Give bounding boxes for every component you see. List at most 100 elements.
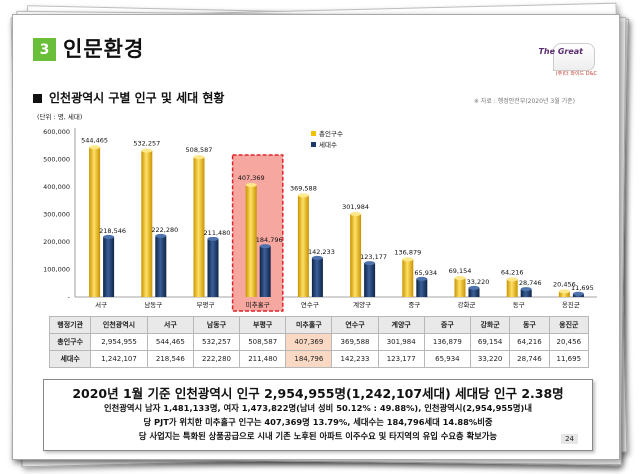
- table-header-cell: 인천광역시: [90, 316, 148, 334]
- legend-label-households: 세대수: [319, 140, 337, 149]
- bar-population: [558, 291, 570, 297]
- bar-households-cap: [364, 261, 376, 266]
- company-logo: The Great (주)더 와이드 D&C: [527, 43, 597, 79]
- x-tick-label: 미추홀구: [246, 300, 270, 309]
- data-label-population: 508,587: [186, 146, 213, 154]
- bar-households: [207, 238, 219, 297]
- data-label-population: 301,984: [342, 203, 369, 211]
- bar-population-cap: [454, 275, 466, 280]
- table-row: 세대수 1,242,107 218,546 222,280 211,480 184,796…: [48, 350, 590, 368]
- section-title: 인문환경: [63, 37, 145, 61]
- data-label-households: 218,546: [99, 227, 126, 235]
- table-header-cell: 중구: [423, 316, 471, 334]
- bar-population: [506, 279, 518, 297]
- data-label-households: 33,220: [467, 278, 490, 286]
- bar-population: [454, 277, 466, 297]
- table-cell: 136,879: [423, 333, 471, 351]
- table-cell: 211,480: [239, 350, 287, 368]
- legend-swatch-households: [311, 142, 316, 147]
- table-cell: 11,695: [548, 350, 590, 368]
- table-cell: 222,280: [192, 350, 241, 368]
- table-cell: 508,587: [239, 333, 287, 351]
- table-cell: 407,369: [285, 333, 333, 351]
- unit-label: (단위 : 명, 세대): [37, 112, 82, 121]
- bar-population-cap: [350, 211, 362, 216]
- y-tick-label: 600,000: [43, 128, 70, 136]
- table-cell: 28,746: [509, 350, 550, 368]
- logo-word: The Great: [538, 47, 583, 56]
- x-tick-label: 강화군: [458, 300, 476, 309]
- data-label-population: 69,154: [449, 267, 472, 275]
- y-tick-label: 300,000: [43, 211, 70, 219]
- bar-households: [155, 235, 167, 297]
- bar-population: [141, 150, 153, 297]
- data-label-households: 65,934: [414, 269, 437, 277]
- data-label-population: 64,216: [501, 268, 524, 276]
- summary-line: 인천광역시 남자 1,481,133명, 여자 1,473,822명(남녀 성비…: [104, 403, 532, 413]
- summary-box: 2020년 1월 기준 인천광역시 인구 2,954,955명(1,242,10…: [43, 379, 593, 451]
- table-cell: 20,456: [548, 333, 590, 351]
- bar-population-cap: [245, 182, 257, 187]
- table-cell: 369,588: [331, 333, 379, 351]
- y-tick-label: -: [68, 293, 71, 301]
- bar-population-cap: [141, 148, 153, 153]
- bar-households-cap: [155, 233, 167, 238]
- bar-population: [89, 147, 101, 297]
- data-label-households: 123,177: [360, 253, 387, 261]
- data-label-households: 222,280: [151, 226, 178, 234]
- data-label-households: 28,746: [519, 279, 542, 287]
- logo-caption: (주)더 와이드 D&C: [555, 71, 597, 77]
- bar-households: [311, 257, 323, 297]
- subtitle-bullet: [33, 94, 42, 103]
- bar-population-cap: [193, 155, 205, 160]
- legend-swatch-population: [311, 131, 316, 136]
- table-header-cell: 남동구: [192, 316, 241, 334]
- bar-households-cap: [416, 276, 428, 281]
- bar-households-cap: [572, 291, 584, 296]
- table-cell: 2,954,955: [90, 333, 148, 351]
- bar-population: [402, 259, 414, 297]
- table-header-cell: 동구: [509, 316, 550, 334]
- legend-label-population: 총인구수: [319, 129, 343, 138]
- table-cell: 69,154: [469, 333, 511, 351]
- y-tick-label: 200,000: [43, 238, 70, 246]
- table-header-cell: 서구: [146, 316, 194, 334]
- table-cell: 142,233: [331, 350, 379, 368]
- bar-households: [103, 236, 115, 297]
- logo-badge: [553, 43, 595, 71]
- table-header-row: 행정기관 인천광역시 서구 남동구 부평구 미추홀구 연수구 계양구 중구 강화군 동구 옹진군: [48, 316, 590, 334]
- x-tick-label: 옹진군: [562, 300, 580, 309]
- bar-population: [245, 184, 257, 297]
- data-label-households: 184,796: [256, 236, 283, 244]
- bar-population-cap: [89, 145, 101, 150]
- bar-population: [193, 157, 205, 297]
- highlight-box: [231, 154, 284, 312]
- bar-households-cap: [207, 236, 219, 241]
- bar-households: [468, 287, 480, 297]
- data-label-households: 211,480: [204, 229, 231, 237]
- table-cell: 65,934: [423, 350, 471, 368]
- bar-households-cap: [259, 244, 271, 249]
- summary-line: 당 PJT가 위치한 미추홀구 인구는 407,369명 13.79%, 세대수…: [143, 417, 493, 427]
- x-tick-label: 부평구: [197, 300, 215, 309]
- table-row: 총인구수 2,954,955 544,465 532,257 508,587 407,36…: [48, 333, 590, 351]
- bar-households: [520, 289, 532, 297]
- page-number: 24: [561, 434, 578, 444]
- data-label-households: 142,233: [308, 248, 335, 256]
- bar-population-cap: [402, 257, 414, 262]
- summary-headline: 2020년 1월 기준 인천광역시 인구 2,954,955명(1,242,10…: [72, 386, 564, 401]
- data-label-population: 544,465: [81, 136, 108, 144]
- population-table: 행정기관 인천광역시 서구 남동구 부평구 미추홀구 연수구 계양구 중구 강화군 동구 옹진군 총인…: [48, 316, 590, 368]
- chart-subtitle: 인천광역시 구별 인구 및 세대 현황: [49, 91, 225, 105]
- bar-households: [259, 246, 271, 297]
- source-note: ※ 자료 : 행정안전부(2020년 3월 기준): [473, 98, 575, 105]
- table-header-cell: 옹진군: [548, 316, 590, 334]
- bar-households: [416, 278, 428, 297]
- bar-population-cap: [297, 193, 309, 198]
- table-cell: 1,242,107: [90, 350, 148, 368]
- x-tick-label: 계양구: [353, 300, 371, 309]
- table-row-label: 세대수: [48, 350, 92, 368]
- table-header-cell: 행정기관: [48, 316, 92, 334]
- x-tick-label: 연수구: [301, 301, 319, 309]
- table-cell: 532,257: [192, 333, 241, 351]
